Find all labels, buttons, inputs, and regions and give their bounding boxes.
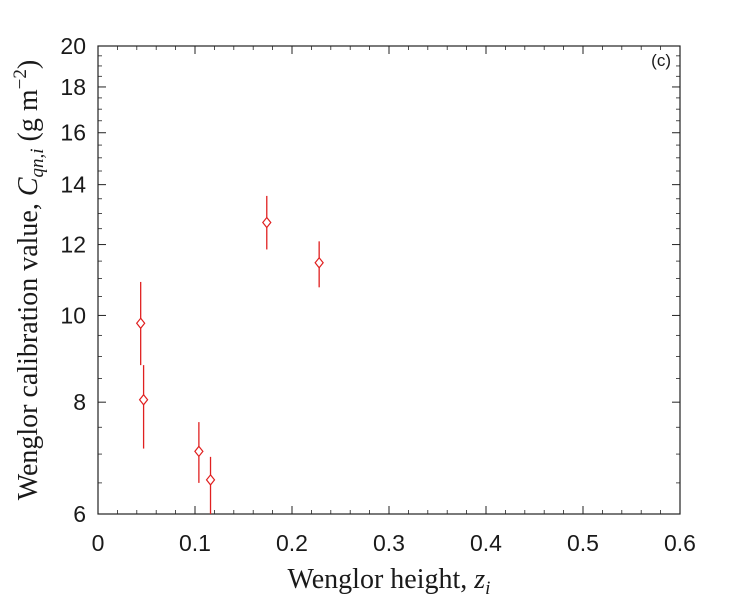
x-tick-label: 0.6 [664, 530, 696, 556]
y-tick-label: 20 [60, 33, 86, 59]
y-tick-labels: 6 8 10 12 14 16 18 20 [60, 33, 86, 527]
x-tick-label: 0.5 [567, 530, 599, 556]
error-bars [140, 195, 320, 514]
x-axis-title-sub: i [485, 578, 490, 599]
data-point [262, 216, 272, 229]
y-axis-title-unit-close: ) [13, 60, 44, 69]
plot-area-border [97, 45, 681, 515]
data-point [194, 445, 204, 458]
y-tick-label: 10 [60, 302, 86, 328]
plot-frame [97, 45, 681, 515]
x-axis-title-var: z [473, 564, 485, 595]
panel-label: (c) [651, 51, 671, 70]
y-axis-title-var: C [13, 177, 44, 196]
y-tick-label: 14 [60, 172, 86, 198]
data-point [314, 256, 324, 269]
y-axis-title-text: Wenglor calibration value, [13, 196, 44, 500]
x-tick-labels: 0 0.1 0.2 0.3 0.4 0.5 0.6 [92, 530, 696, 556]
data-point [138, 393, 149, 406]
data-point [205, 473, 216, 486]
y-tick-label: 8 [73, 389, 86, 415]
data-points [135, 216, 324, 486]
minor-ticks [98, 46, 680, 514]
y-axis-title-sub: qn,i [27, 148, 48, 177]
y-axis-title-unit-exp: −2 [10, 69, 31, 89]
major-ticks [97, 45, 681, 515]
x-axis-title-text: Wenglor height, [288, 564, 475, 595]
x-tick-label: 0 [92, 530, 105, 556]
x-tick-label: 0.2 [276, 530, 308, 556]
x-axis-title: Wenglor height, zi [288, 564, 491, 599]
y-axis-title-unit-open: (g m [13, 89, 44, 148]
data-point [135, 317, 146, 330]
x-tick-label: 0.1 [179, 530, 211, 556]
y-tick-label: 18 [60, 74, 86, 100]
y-axis-title: Wenglor calibration value, Cqn,i (g m−2) [10, 60, 48, 500]
y-tick-label: 16 [60, 120, 86, 146]
y-tick-label: 6 [73, 501, 86, 527]
y-tick-label: 12 [60, 232, 86, 258]
x-tick-label: 0.4 [470, 530, 502, 556]
x-tick-label: 0.3 [373, 530, 405, 556]
